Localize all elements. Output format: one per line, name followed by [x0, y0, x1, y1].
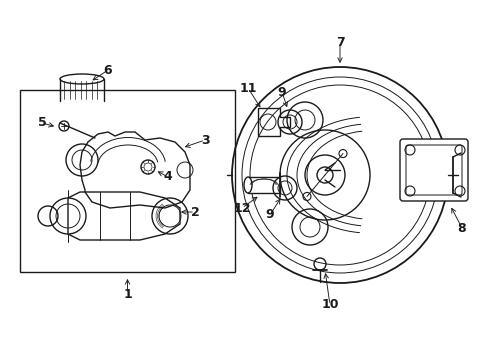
Bar [248, 177, 280, 193]
Text: 10: 10 [321, 298, 339, 311]
Text: 5: 5 [38, 117, 47, 130]
Text: 8: 8 [458, 221, 466, 234]
Text: 9: 9 [266, 208, 274, 221]
Bar [20, 90, 235, 272]
Text: 12: 12 [233, 202, 251, 215]
Text: 1: 1 [123, 288, 132, 301]
Ellipse shape [244, 177, 252, 193]
Text: 6: 6 [104, 63, 112, 77]
Text: 2: 2 [191, 206, 199, 219]
FancyBboxPatch shape [400, 139, 468, 201]
Text: 9: 9 [278, 85, 286, 99]
Text: 3: 3 [201, 134, 209, 147]
Text: 7: 7 [336, 36, 344, 49]
Text: 11: 11 [239, 81, 257, 94]
Text: 4: 4 [164, 171, 172, 184]
FancyBboxPatch shape [406, 145, 462, 195]
Ellipse shape [60, 74, 104, 84]
